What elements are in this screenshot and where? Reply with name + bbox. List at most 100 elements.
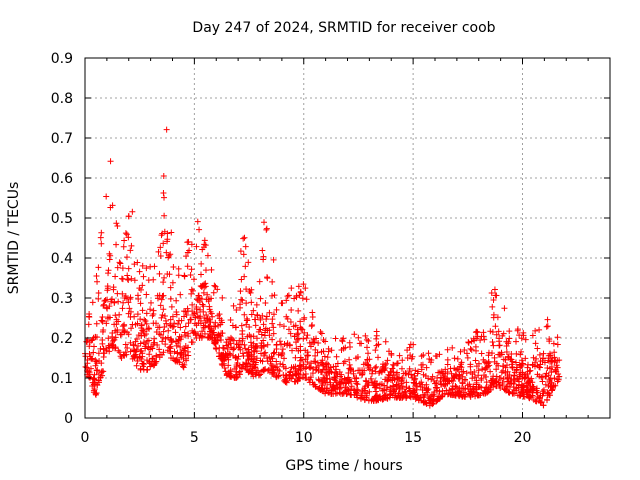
data-point: [281, 355, 288, 362]
data-point: [505, 389, 512, 396]
data-point: [473, 379, 480, 386]
y-tick-label: 0.2: [51, 331, 73, 347]
data-point: [434, 375, 441, 382]
data-point: [116, 349, 123, 356]
data-point: [240, 251, 247, 258]
data-point: [270, 350, 277, 357]
data-point: [309, 322, 316, 329]
data-point: [158, 296, 165, 303]
data-point: [475, 372, 482, 379]
data-point: [458, 359, 465, 366]
data-point: [238, 276, 245, 283]
data-point: [214, 286, 221, 293]
data-point: [312, 352, 319, 359]
data-point: [409, 374, 416, 381]
data-point: [260, 366, 267, 373]
data-point: [197, 320, 204, 327]
data-point: [353, 374, 360, 381]
data-point: [177, 291, 184, 298]
data-point: [532, 340, 539, 347]
data-point: [281, 341, 288, 348]
data-point: [301, 329, 308, 336]
data-point: [493, 331, 500, 338]
data-point: [544, 365, 551, 371]
data-point: [472, 329, 479, 336]
data-point: [538, 399, 545, 406]
data-point: [283, 297, 290, 304]
data-point: [426, 399, 433, 406]
data-point: [273, 306, 280, 313]
data-point: [514, 327, 521, 334]
data-point: [354, 381, 361, 388]
data-point: [518, 388, 525, 395]
data-point: [378, 369, 385, 376]
data-point: [267, 361, 274, 368]
data-point: [326, 376, 333, 383]
data-point: [427, 359, 434, 366]
data-point: [304, 352, 311, 359]
data-point: [403, 379, 410, 386]
data-point: [550, 340, 557, 347]
data-point: [496, 381, 503, 388]
data-point: [279, 361, 286, 368]
data-point: [393, 370, 400, 377]
data-point: [398, 380, 405, 387]
data-point: [365, 337, 372, 344]
data-point: [495, 328, 502, 335]
data-point: [321, 353, 328, 360]
data-point: [481, 336, 488, 343]
data-point: [304, 332, 311, 339]
data-point: [219, 330, 226, 337]
data-point: [134, 358, 141, 365]
data-point: [166, 271, 173, 278]
data-point: [201, 237, 208, 244]
data-point: [478, 376, 485, 383]
data-point: [457, 348, 464, 355]
data-point: [134, 292, 141, 299]
data-point: [95, 295, 102, 302]
data-point: [436, 351, 443, 358]
data-point: [508, 380, 515, 387]
data-point: [260, 256, 267, 263]
data-point: [124, 272, 131, 279]
data-point: [313, 335, 320, 342]
data-point: [114, 264, 121, 271]
data-point: [328, 347, 335, 354]
data-point: [554, 378, 561, 385]
data-point: [324, 354, 331, 361]
data-point: [133, 362, 140, 369]
data-point: [513, 364, 520, 371]
data-point: [320, 337, 327, 344]
data-point: [444, 356, 451, 363]
data-point: [156, 292, 163, 299]
data-point: [307, 374, 314, 381]
data-point: [408, 355, 415, 362]
data-point: [182, 351, 189, 358]
data-point: [530, 354, 537, 361]
data-point: [280, 323, 287, 330]
data-point: [279, 346, 286, 353]
data-point: [468, 346, 475, 353]
data-point: [473, 328, 480, 335]
data-point: [544, 323, 551, 330]
data-point: [139, 307, 146, 314]
data-point: [205, 334, 212, 341]
data-point: [451, 365, 458, 372]
data-point: [165, 327, 172, 334]
data-point: [399, 385, 406, 392]
data-point: [140, 339, 147, 346]
data-point: [288, 364, 295, 371]
data-point: [345, 370, 352, 377]
data-point: [289, 371, 296, 378]
data-point: [366, 388, 373, 395]
data-point: [333, 370, 340, 377]
data-point: [295, 375, 302, 382]
data-point: [475, 360, 482, 367]
data-point: [524, 364, 531, 371]
y-tick-label: 0.5: [51, 211, 73, 227]
data-point: [285, 326, 292, 333]
data-point: [185, 320, 192, 327]
data-point: [167, 316, 174, 323]
data-point: [161, 274, 168, 281]
data-point: [366, 356, 373, 363]
